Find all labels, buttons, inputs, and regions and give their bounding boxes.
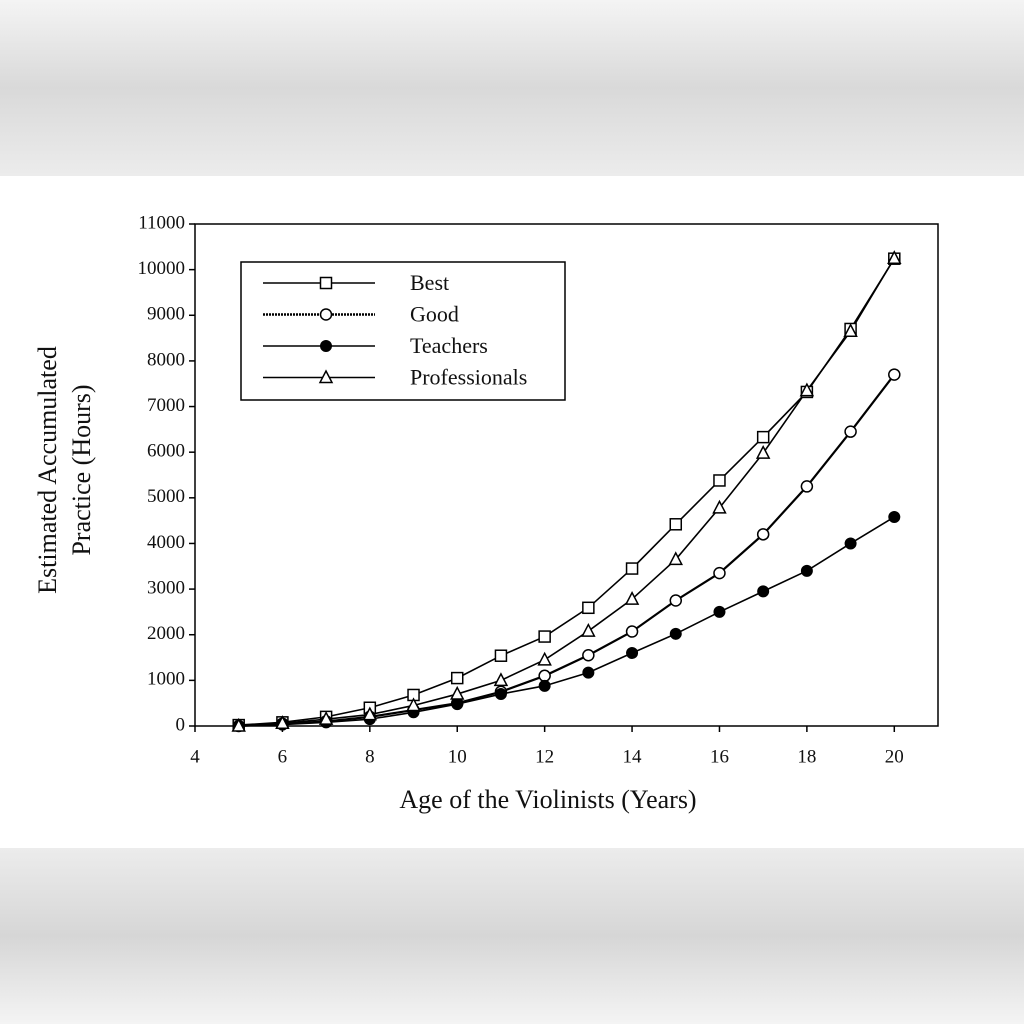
marker <box>582 601 595 615</box>
marker <box>844 425 857 438</box>
x-tick-label: 20 <box>885 746 904 767</box>
marker <box>494 688 507 701</box>
marker <box>756 430 770 444</box>
marker <box>537 651 552 666</box>
marker <box>450 671 464 685</box>
y-tick-label: 10000 <box>138 258 186 279</box>
marker <box>756 528 770 541</box>
marker <box>449 685 465 700</box>
marker <box>755 444 771 459</box>
series-line <box>238 373 896 728</box>
y-tick-label: 7000 <box>147 395 185 416</box>
x-tick-label: 8 <box>365 746 375 767</box>
y-tick-label: 2000 <box>147 623 185 644</box>
marker <box>582 649 595 662</box>
x-tick-label: 18 <box>797 746 816 767</box>
y-tick-label: 3000 <box>147 577 185 598</box>
marker <box>844 537 857 550</box>
series-line <box>238 516 895 727</box>
y-tick-label: 6000 <box>147 441 185 462</box>
marker <box>799 382 815 397</box>
legend-label: Teachers <box>410 333 488 358</box>
marker <box>888 368 901 381</box>
y-tick-label: 1000 <box>147 669 185 690</box>
legend-label: Good <box>410 302 459 327</box>
marker <box>494 649 508 662</box>
y-tick-label: 11000 <box>138 212 185 233</box>
y-tick-label: 8000 <box>147 349 185 370</box>
marker <box>625 625 639 638</box>
marker <box>757 585 770 598</box>
marker <box>624 591 640 605</box>
marker <box>887 250 902 264</box>
marker <box>713 474 726 487</box>
y-axis-label: Estimated Accumulated <box>33 346 62 594</box>
y-axis-label: Practice (Hours) <box>67 384 96 555</box>
marker <box>493 672 509 687</box>
x-tick-label: 12 <box>535 746 554 767</box>
marker <box>712 499 727 514</box>
marker <box>538 669 551 683</box>
marker <box>538 630 551 643</box>
blurred-band <box>0 848 1024 1024</box>
marker <box>275 715 290 730</box>
marker <box>669 518 683 531</box>
marker <box>451 698 464 711</box>
marker <box>362 706 378 721</box>
marker <box>668 551 684 566</box>
marker <box>582 666 595 679</box>
marker <box>231 717 246 732</box>
x-tick-label: 4 <box>190 746 200 767</box>
y-tick-label: 4000 <box>147 532 185 553</box>
marker <box>669 594 683 607</box>
legend-marker <box>319 276 333 290</box>
marker <box>669 627 682 640</box>
x-axis-label: Age of the Violinists (Years) <box>399 785 696 814</box>
marker <box>843 323 858 337</box>
legend-label: Professionals <box>410 365 527 390</box>
x-tick-label: 16 <box>710 746 729 767</box>
marker <box>626 646 639 659</box>
legend-label: Best <box>410 270 449 295</box>
blurred-band <box>0 0 1024 176</box>
x-tick-label: 14 <box>623 746 643 767</box>
legend-marker <box>320 340 332 352</box>
series-line <box>238 258 895 726</box>
series-line <box>238 257 895 727</box>
marker <box>800 480 814 493</box>
marker <box>581 622 596 637</box>
marker <box>406 697 421 712</box>
marker <box>713 566 726 580</box>
marker <box>318 711 334 725</box>
x-tick-label: 10 <box>448 746 467 767</box>
marker <box>888 510 901 523</box>
legend-marker <box>319 308 333 321</box>
y-tick-label: 9000 <box>147 304 185 325</box>
x-tick-label: 6 <box>278 746 288 767</box>
marker <box>625 562 639 575</box>
plot-frame <box>194 223 939 727</box>
marker <box>800 564 813 577</box>
marker <box>713 605 726 618</box>
legend-marker <box>318 369 334 384</box>
marker <box>538 679 551 692</box>
y-tick-label: 5000 <box>147 486 185 507</box>
y-tick-label: 0 <box>176 714 186 735</box>
